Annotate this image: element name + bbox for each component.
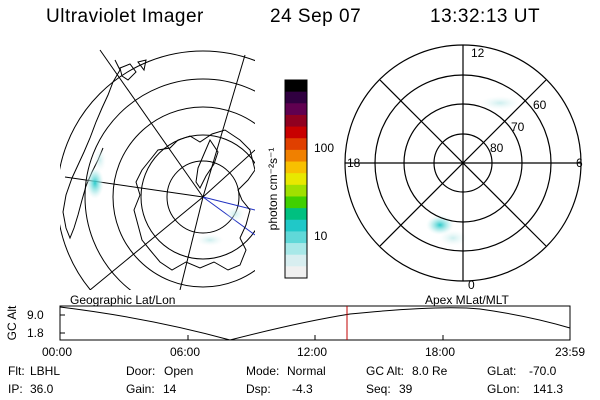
colorbar-segment: [285, 231, 307, 244]
status-ip-value: 36.0: [30, 382, 54, 396]
mlat-label-70: 70: [511, 120, 525, 134]
colorbar-segment: [285, 80, 307, 93]
altitude-xtick-4: 23:59: [555, 345, 586, 359]
image-date: 24 Sep 07: [270, 6, 362, 27]
altitude-xtick-1: 06:00: [170, 345, 201, 359]
mlt-label-6: 6: [576, 156, 583, 170]
altitude-ytick-low: 1.8: [27, 326, 44, 340]
status-flt-label: Flt:: [8, 364, 25, 378]
status-gcalt-value: 8.0 Re: [412, 364, 448, 378]
status-flt-value: LBHL: [30, 364, 61, 378]
colorbar-segment: [285, 173, 307, 186]
status-ip-label: IP:: [8, 382, 23, 396]
status-dsp-label: Dsp:: [246, 382, 271, 396]
altitude-xtick-2: 12:00: [297, 345, 328, 359]
colorbar-segment: [285, 161, 307, 174]
mlat-label-60: 60: [533, 98, 547, 112]
colorbar-segment: [285, 208, 307, 221]
colorbar: [284, 79, 308, 279]
status-door-value: Open: [164, 364, 194, 378]
status-seq-label: Seq:: [366, 382, 391, 396]
status-gain-label: Gain:: [126, 382, 155, 396]
colorbar-segment: [285, 219, 307, 232]
colorbar-tick-10: 10: [314, 229, 328, 243]
geo-map-title: Geographic Lat/Lon: [70, 293, 176, 307]
mlt-label-18: 18: [347, 156, 361, 170]
colorbar-segment: [285, 138, 307, 151]
status-gain-value: 14: [163, 382, 177, 396]
status-seq-value: 39: [399, 382, 413, 396]
status-glon-label: GLon:: [487, 382, 520, 396]
colorbar-segment: [285, 149, 307, 163]
status-mode-label: Mode:: [246, 364, 280, 378]
altitude-xtick-3: 18:00: [425, 345, 456, 359]
altitude-curve: [59, 306, 571, 341]
mlt-label-0: 0: [468, 278, 475, 292]
colorbar-tick-100: 100: [314, 141, 335, 155]
polar-plot-title: Apex MLat/MLT: [425, 293, 509, 307]
colorbar-segment: [285, 103, 307, 116]
colorbar-segment: [285, 126, 307, 139]
altitude-plot: [59, 305, 571, 341]
colorbar-segment: [285, 114, 307, 128]
altitude-ytick-high: 9.0: [27, 308, 44, 322]
colorbar-segment: [285, 184, 307, 197]
status-door-label: Door:: [126, 364, 156, 378]
mlt-label-12: 12: [471, 46, 485, 60]
altitude-xtick-0: 00:00: [42, 345, 73, 359]
mlat-label-80: 80: [490, 141, 504, 155]
colorbar-segment: [285, 243, 307, 256]
image-time: 13:32:13 UT: [430, 6, 541, 27]
instrument-title: Ultraviolet Imager: [46, 6, 204, 27]
status-mode-value: Normal: [287, 364, 326, 378]
polar-plot: [344, 44, 582, 282]
colorbar-segment: [285, 254, 307, 267]
colorbar-segment: [285, 266, 307, 279]
status-gcalt-label: GC Alt:: [366, 364, 405, 378]
colorbar-unit-label: photon cm⁻²s⁻¹: [266, 147, 280, 231]
geographic-map: [60, 49, 255, 290]
colorbar-segment: [285, 91, 307, 104]
altitude-ylabel: GC Alt: [5, 305, 19, 341]
colorbar-segment: [285, 196, 307, 209]
status-dsp-value: -4.3: [292, 382, 313, 396]
status-glon-value: 141.3: [533, 382, 564, 396]
status-glat-value: -70.0: [529, 364, 557, 378]
status-glat-label: GLat:: [487, 364, 517, 378]
